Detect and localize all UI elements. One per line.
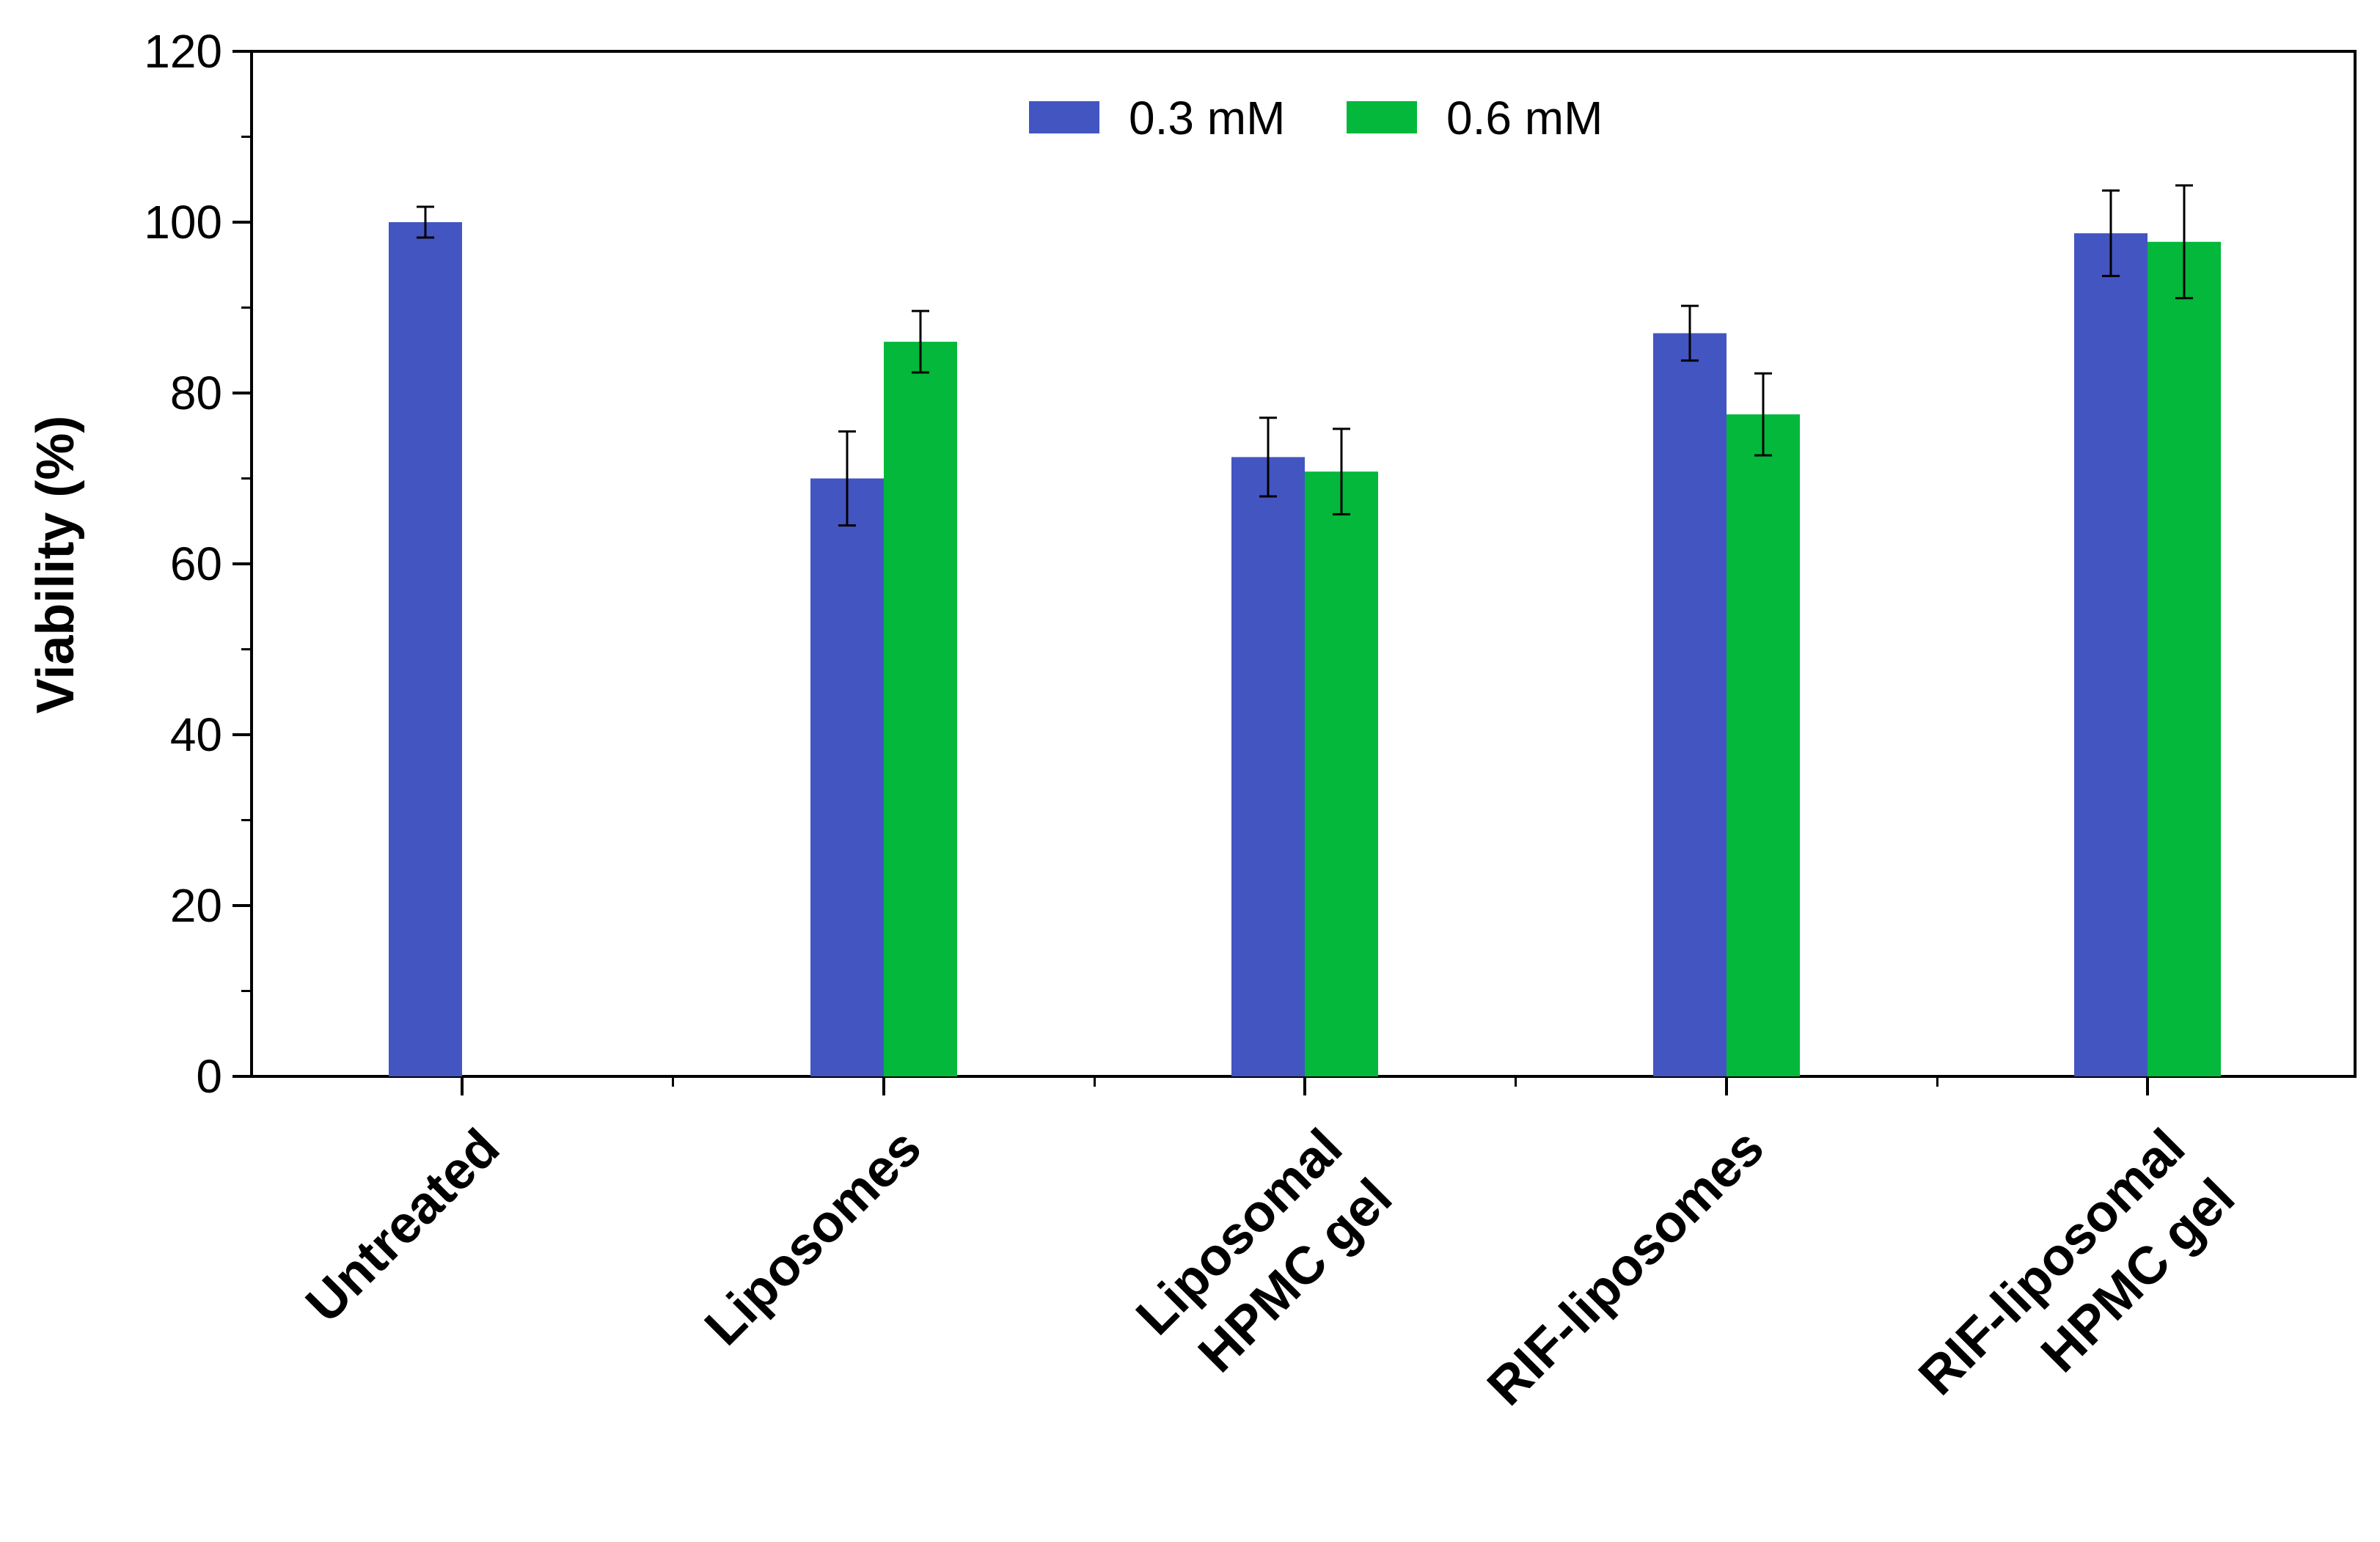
legend-label: 0.3 mM [1129,92,1285,144]
bars [389,222,2221,1077]
error-bar [1259,416,1277,498]
x-axis-ticks [461,1076,2149,1095]
x-category-label: LiposomalHPMC gel [1125,1118,1403,1396]
y-tick-label: 40 [170,708,222,761]
x-axis-category-labels: Untreated Liposomes LiposomalHPMC gel RIF-l… [295,1118,2246,1456]
legend-swatch [1029,101,1099,133]
bar-0-6mm [2148,241,2221,1076]
bar-0-3mm [389,222,462,1076]
bar-0-3mm [1231,457,1305,1076]
y-tick-label: 60 [170,537,222,590]
y-tick-label: 80 [170,367,222,419]
error-bar [1333,427,1350,515]
error-bar [417,205,434,239]
bar-0-6mm [1305,471,1378,1076]
legend-label: 0.6 mM [1446,92,1603,144]
y-axis-title: Viability (%) [26,416,85,714]
error-bar [1754,372,1772,457]
x-category-label: Liposomes [694,1118,932,1356]
y-axis-ticks: 0 20 40 60 80 100 120 [144,25,252,1103]
bar-0-3mm [2074,233,2148,1076]
x-category-label: RIF-liposomes [1476,1118,1775,1417]
error-bar [2175,184,2193,300]
error-bar [1681,304,1699,362]
x-category-label-line: Liposomes [694,1118,932,1356]
y-tick-label: 100 [144,196,222,249]
y-tick-label: 20 [170,879,222,932]
x-category-label: Untreated [295,1118,510,1334]
error-bar [838,430,856,527]
error-bars [417,184,2193,527]
bar-0-6mm [884,342,957,1077]
bar-0-6mm [1727,414,1800,1076]
y-tick-label: 0 [196,1050,222,1103]
error-bar [912,309,929,374]
error-bar [2102,189,2120,277]
x-category-label-line: RIF-liposomes [1476,1118,1775,1417]
legend: 0.3 mM 0.6 mM [1029,92,1603,144]
legend-swatch [1347,101,1417,133]
x-category-label-line: Untreated [295,1118,510,1334]
bar-0-3mm [810,478,884,1076]
x-category-label: RIF-liposomalHPMC gel [1908,1118,2246,1456]
bar-0-3mm [1653,333,1727,1076]
y-tick-label: 120 [144,25,222,78]
